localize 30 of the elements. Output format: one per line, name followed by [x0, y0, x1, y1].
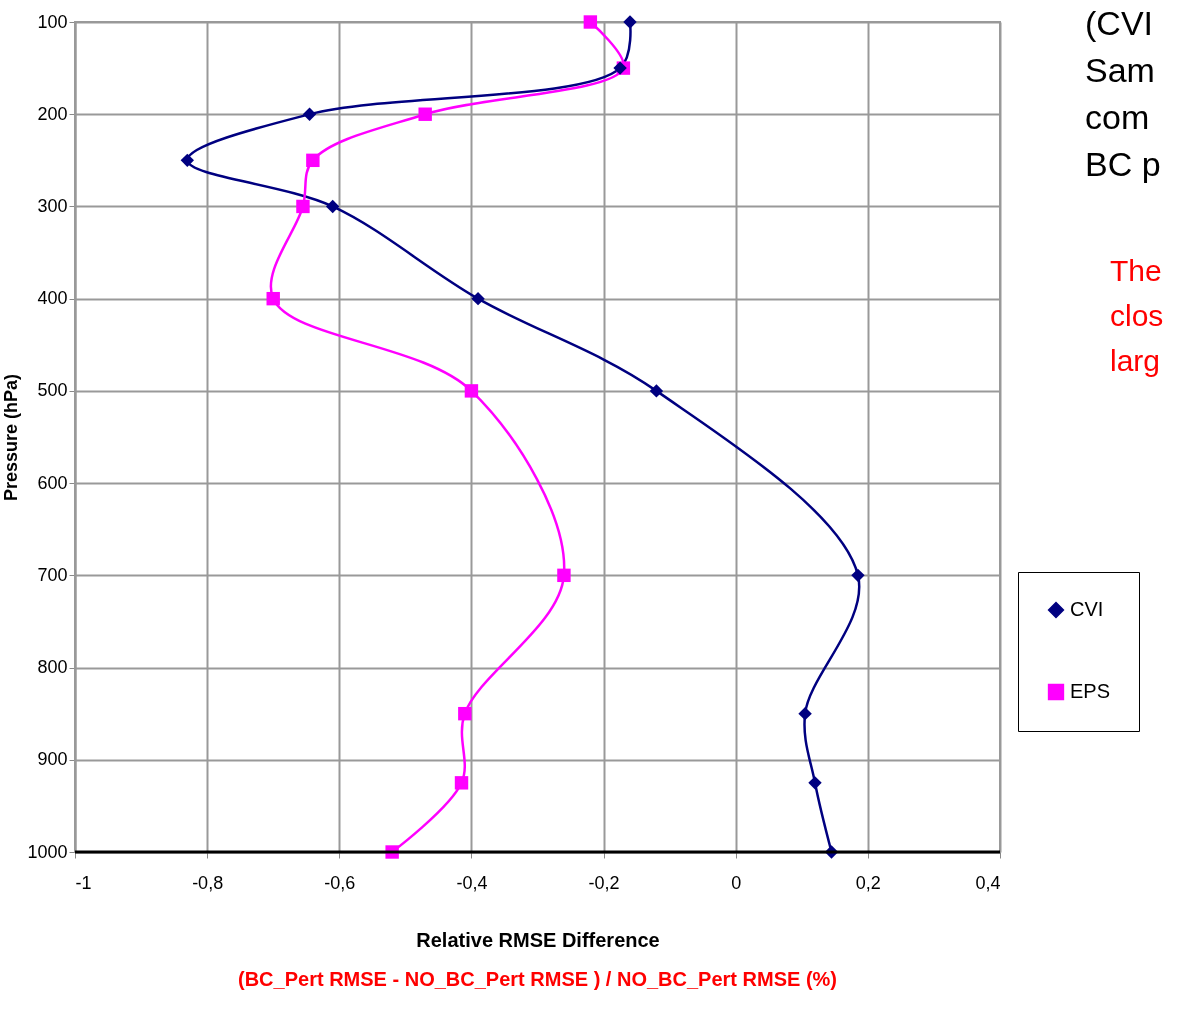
x-tick-label: 0,2: [855, 872, 881, 893]
legend-label: CVI: [1070, 598, 1104, 620]
text: The: [1110, 254, 1162, 287]
y-tick-label: 500: [37, 380, 68, 401]
y-tick-label: 700: [37, 564, 68, 585]
y-tick-label: 400: [37, 288, 68, 309]
y-tick-label: 900: [37, 749, 68, 770]
text: (CVI: [1085, 4, 1153, 42]
x-tick-label: -0,4: [456, 872, 488, 893]
y-tick-label: 100: [37, 11, 68, 32]
x-tick-label: -0,6: [324, 872, 356, 893]
text: com: [1085, 98, 1150, 136]
text: Sam: [1085, 51, 1155, 89]
text: BC p: [1085, 145, 1161, 183]
legend-label: EPS: [1070, 680, 1111, 702]
x-axis-title: Relative RMSE Difference: [416, 928, 660, 951]
x-tick-label: 0,4: [975, 872, 1001, 893]
y-tick-label: 300: [37, 195, 68, 216]
y-tick-label: 200: [37, 103, 68, 124]
y-tick-label: 600: [37, 472, 68, 493]
y-tick-label: 1000: [27, 841, 68, 862]
text: (BC_Pert RMSE - NO_BC_Pert RMSE ) / NO_BC_Pert RMSE (%): [238, 968, 837, 990]
y-tick-label: 800: [37, 657, 68, 678]
text: clos: [1110, 299, 1164, 332]
x-tick-label: -0,8: [192, 872, 224, 893]
x-tick-label: 0: [731, 872, 742, 893]
y-axis-title: Pressure (hPa): [1, 373, 22, 502]
x-tick-label: -0,2: [588, 872, 620, 893]
text: larg: [1110, 344, 1161, 377]
x-tick-label: -1: [75, 872, 92, 893]
